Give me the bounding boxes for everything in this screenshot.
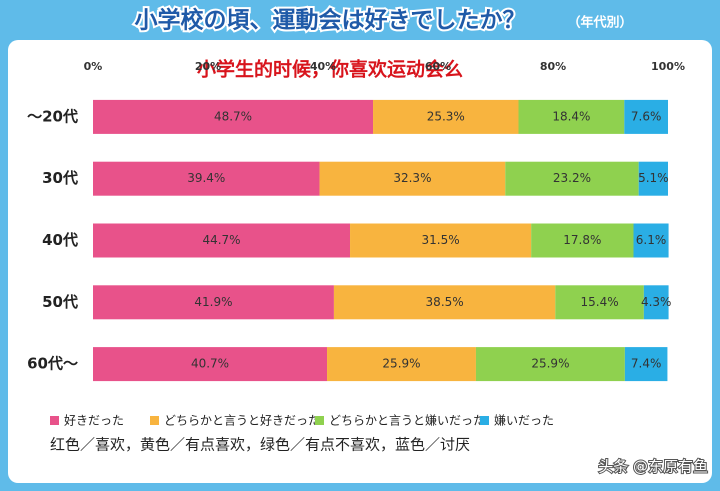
bar-segment xyxy=(93,161,320,196)
value-label: 44.7% xyxy=(202,233,240,247)
x-tick-label: 40% xyxy=(310,60,336,73)
x-tick-label: 0% xyxy=(84,60,103,73)
y-tick-label: ～20代 xyxy=(27,107,78,125)
value-label: 25.9% xyxy=(382,357,420,371)
bar-segment xyxy=(93,347,328,382)
legend-label: どちらかと言うと好きだった xyxy=(164,414,320,428)
bar-segment xyxy=(624,99,668,134)
value-label: 38.5% xyxy=(426,295,464,309)
bar-segment xyxy=(350,223,532,258)
value-label: 6.1% xyxy=(636,233,667,247)
x-tick-label: 80% xyxy=(540,60,566,73)
x-tick-label: 20% xyxy=(195,60,221,73)
bar-segment xyxy=(505,161,639,196)
bar-segment xyxy=(327,347,476,382)
bar-segment xyxy=(475,347,625,382)
value-label: 39.4% xyxy=(187,171,225,185)
bar-segment xyxy=(518,99,625,134)
value-label: 17.8% xyxy=(563,233,601,247)
value-label: 5.1% xyxy=(638,171,669,185)
bar-segment xyxy=(633,223,669,258)
bar-segment xyxy=(531,223,634,258)
bar-segment xyxy=(373,99,519,134)
bar-segment xyxy=(638,161,668,196)
legend-label: どちらかと言うと嫌いだった xyxy=(329,414,485,428)
bar-segment xyxy=(319,161,506,196)
bar-segment xyxy=(333,285,556,320)
watermark: 头条 @东原有鱼 xyxy=(598,458,708,476)
y-tick-label: 50代 xyxy=(42,293,78,311)
value-label: 25.9% xyxy=(531,357,569,371)
chart-title: 小学校の頃、運動会は好きでしたか？ xyxy=(135,7,526,34)
bar-segment xyxy=(643,285,669,320)
y-tick-label: 30代 xyxy=(42,169,78,187)
bar-segment xyxy=(555,285,644,320)
legend-swatch xyxy=(480,416,489,425)
bar-segment xyxy=(93,285,334,320)
value-label: 4.3% xyxy=(641,295,672,309)
value-label: 7.6% xyxy=(631,109,662,123)
bar-segment xyxy=(624,347,668,382)
legend-swatch xyxy=(315,416,324,425)
legend-label: 嫌いだった xyxy=(494,414,554,428)
x-tick-label: 100% xyxy=(651,60,685,73)
x-tick-label: 60% xyxy=(425,60,451,73)
value-label: 25.3% xyxy=(427,109,465,123)
value-label: 15.4% xyxy=(581,295,619,309)
y-tick-label: 40代 xyxy=(42,231,78,249)
value-label: 31.5% xyxy=(422,233,460,247)
overlay-text: 小学生的时候，你喜欢运动会么 xyxy=(197,58,463,81)
annotation: 红色／喜欢，黄色／有点喜欢，绿色／有点不喜欢，蓝色／讨厌 xyxy=(50,436,470,454)
bar-segment xyxy=(93,223,351,258)
bar-segment xyxy=(93,99,374,134)
value-label: 18.4% xyxy=(552,109,590,123)
value-label: 32.3% xyxy=(393,171,431,185)
chart-subtitle: （年代別） xyxy=(567,15,632,31)
legend-swatch xyxy=(150,416,159,425)
value-label: 23.2% xyxy=(553,171,591,185)
value-label: 40.7% xyxy=(191,357,229,371)
y-tick-label: 60代～ xyxy=(27,355,78,373)
legend-swatch xyxy=(50,416,59,425)
legend-label: 好きだった xyxy=(64,414,124,428)
value-label: 41.9% xyxy=(194,295,232,309)
value-label: 48.7% xyxy=(214,109,252,123)
value-label: 7.4% xyxy=(631,357,662,371)
